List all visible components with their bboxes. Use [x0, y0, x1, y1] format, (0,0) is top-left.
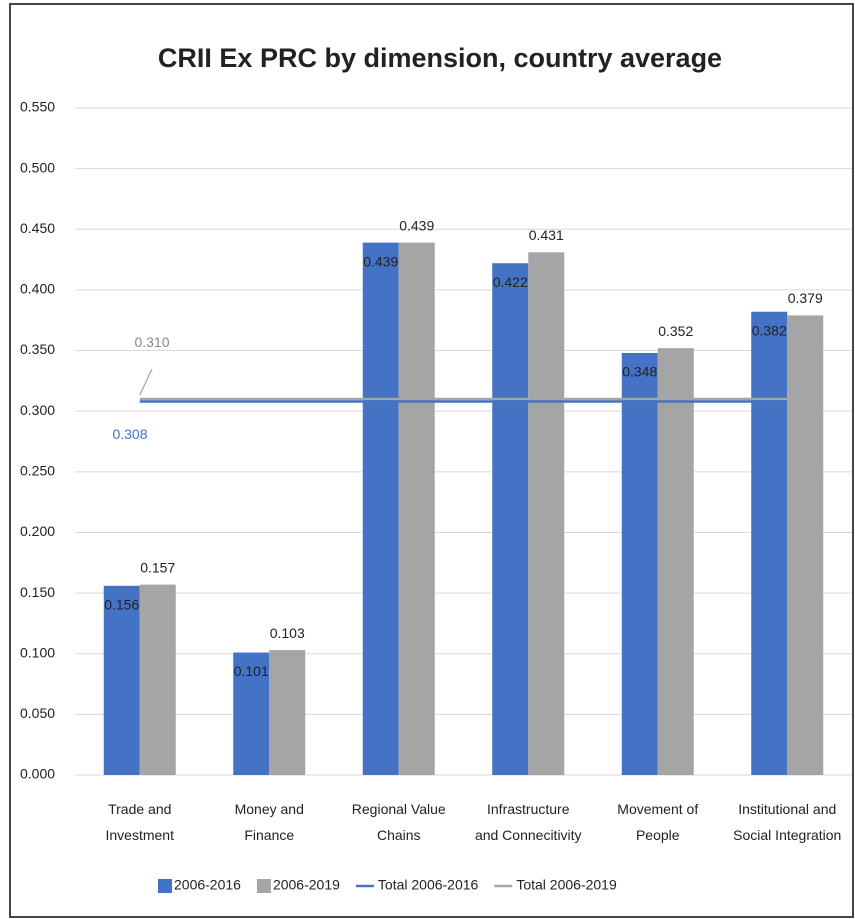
y-tick-label: 0.200 [20, 523, 55, 539]
legend-swatch [158, 879, 172, 893]
leader-line [139, 368, 153, 396]
legend-swatch [256, 879, 271, 893]
data-label: 0.382 [752, 322, 787, 338]
reference-label: 0.310 [134, 334, 169, 350]
x-tick-label: Trade and Investment [105, 801, 174, 843]
bar [657, 348, 694, 775]
bar [787, 315, 824, 775]
bar [492, 263, 529, 775]
x-tick-label: Infrastructure and Connecitivity [474, 801, 582, 843]
data-label: 0.101 [234, 663, 269, 679]
bar [103, 585, 140, 775]
bar [751, 311, 788, 775]
data-label: 0.157 [140, 559, 175, 575]
bar [528, 252, 565, 775]
data-label: 0.352 [658, 323, 693, 339]
legend-label: Total 2006-2019 [516, 877, 617, 893]
y-tick-label: 0.000 [20, 766, 55, 782]
data-label: 0.103 [270, 625, 305, 641]
reference-label: 0.308 [112, 426, 147, 442]
y-tick-label: 0.350 [20, 341, 55, 357]
y-tick-label: 0.300 [20, 402, 55, 418]
x-tick-label: Institutional and Social Integration [733, 801, 842, 843]
bar [398, 242, 435, 775]
data-label: 0.431 [529, 227, 564, 243]
legend-label: 2006-2016 [174, 877, 241, 893]
data-label: 0.156 [104, 597, 139, 613]
chart-title: CRII Ex PRC by dimension, country averag… [158, 43, 722, 73]
y-tick-label: 0.450 [20, 220, 55, 236]
x-tick-label: Money and Finance [234, 801, 304, 843]
bar [621, 352, 658, 775]
bar [269, 650, 306, 775]
data-label: 0.439 [399, 217, 434, 233]
x-tick-label: Regional Value Chains [351, 801, 446, 843]
y-tick-label: 0.550 [20, 99, 55, 115]
y-tick-label: 0.400 [20, 281, 55, 297]
legend-label: Total 2006-2016 [378, 877, 479, 893]
y-tick-label: 0.100 [20, 644, 55, 660]
data-label: 0.348 [622, 364, 657, 380]
x-tick-label: Movement of People [617, 801, 699, 843]
bar [362, 242, 399, 775]
bar [233, 652, 270, 775]
bar [139, 584, 176, 775]
data-label: 0.379 [788, 290, 823, 306]
y-tick-label: 0.500 [20, 159, 55, 175]
y-tick-label: 0.050 [20, 705, 55, 721]
legend-label: 2006-2019 [273, 877, 340, 893]
data-label: 0.422 [493, 274, 528, 290]
data-label: 0.439 [363, 253, 398, 269]
y-tick-label: 0.250 [20, 463, 55, 479]
y-tick-label: 0.150 [20, 584, 55, 600]
frame [9, 3, 854, 918]
